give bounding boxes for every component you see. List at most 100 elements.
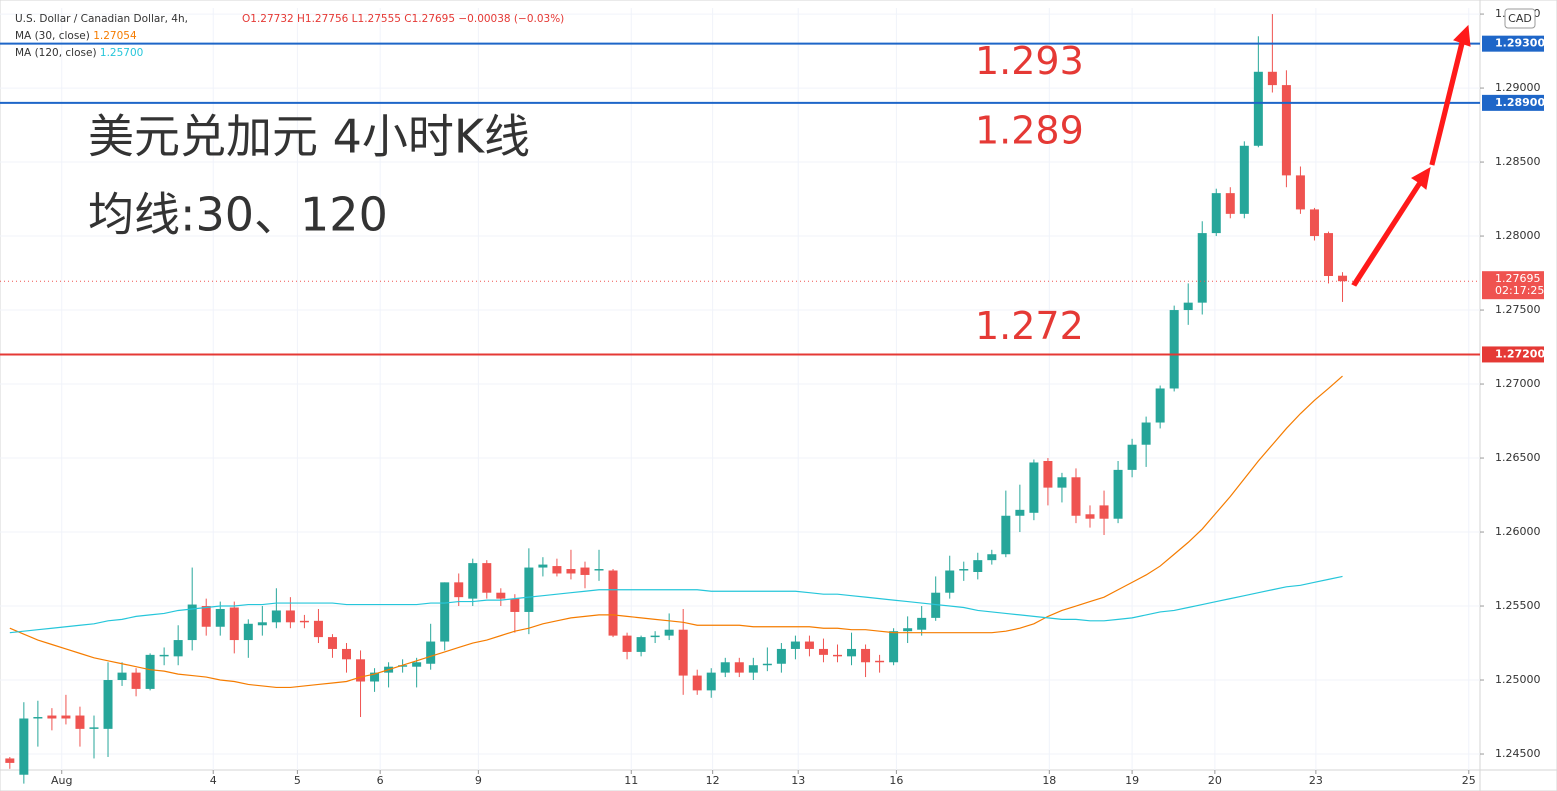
countdown: 02:17:25: [1495, 284, 1544, 297]
candle-body: [1015, 509, 1025, 516]
candle-body: [313, 620, 323, 638]
candle-body: [903, 628, 913, 632]
currency-box[interactable]: [1504, 8, 1536, 29]
candle-body: [1309, 209, 1319, 237]
x-tick-label: 12: [706, 774, 720, 787]
candle-body: [243, 623, 253, 641]
candle-body: [734, 662, 744, 673]
candle-body: [1183, 302, 1193, 311]
price-label-box: [1482, 94, 1544, 111]
y-tick-label: 1.27000: [1495, 377, 1541, 390]
candle-body: [33, 717, 43, 719]
x-tick-label: 19: [1125, 774, 1139, 787]
chart-subtitle: 均线:30、120: [88, 188, 388, 242]
candle-body: [566, 569, 576, 574]
candle-body: [861, 648, 871, 663]
x-tick-label: 5: [294, 774, 301, 787]
y-tick-label: 1.24500: [1495, 747, 1541, 760]
candle-body: [1211, 193, 1221, 234]
candle-body: [608, 570, 618, 636]
candle-body: [1253, 71, 1263, 146]
x-tick-label: 11: [624, 774, 638, 787]
candle-body: [875, 660, 885, 663]
x-tick-label: 25: [1462, 774, 1476, 787]
y-tick-label: 1.25500: [1495, 599, 1541, 612]
candle-body: [818, 648, 828, 655]
candle-body: [1338, 275, 1348, 282]
ma-legend: MA (30, close) 1.27054: [15, 30, 137, 42]
candle-body: [650, 635, 660, 638]
candle-body: [776, 648, 786, 664]
candle-body: [131, 672, 141, 689]
candle-body: [510, 598, 520, 612]
candle-body: [412, 662, 422, 667]
y-tick-label: 1.27500: [1495, 303, 1541, 316]
candle-body: [257, 622, 267, 626]
candle-body: [1141, 422, 1151, 445]
candle-body: [1127, 444, 1137, 470]
x-tick-label: 16: [889, 774, 903, 787]
arrow: [1351, 167, 1431, 287]
candle-body: [1029, 462, 1039, 513]
y-tick-label: 1.28000: [1495, 229, 1541, 242]
ohlc: O1.27732 H1.27756 L1.27555 C1.27695 −0.0…: [242, 13, 565, 25]
candle-body: [594, 569, 604, 571]
candle-body: [103, 680, 113, 729]
candle-body: [271, 610, 281, 623]
last-price-label: 1.27695: [1495, 272, 1541, 285]
candle-body: [370, 672, 380, 682]
x-tick-label: 13: [791, 774, 805, 787]
legend-value: 1.25700: [99, 47, 144, 59]
y-tick-label: 1.26500: [1495, 451, 1541, 464]
candle-body: [327, 637, 337, 649]
candle-body: [678, 629, 688, 676]
x-tick-label: 4: [210, 774, 217, 787]
legend-name: MA (120, close): [15, 47, 97, 59]
candle-body: [482, 563, 492, 593]
level-annotation: 1.293: [975, 39, 1084, 83]
x-tick-label: 23: [1309, 774, 1323, 787]
candle-body: [342, 648, 352, 660]
legend-name: MA (30, close): [15, 30, 90, 42]
x-tick-label: 6: [377, 774, 384, 787]
candle-body: [987, 554, 997, 561]
candle-body: [1113, 469, 1123, 519]
candle-body: [973, 560, 983, 572]
candle-body: [215, 608, 225, 627]
candle-body: [145, 654, 155, 689]
candle-body: [832, 654, 842, 657]
candle-body: [945, 570, 955, 593]
last-price-box: [1482, 271, 1544, 300]
candle-body: [356, 659, 366, 682]
candle-body: [931, 592, 941, 618]
candle-body: [847, 648, 857, 657]
candle-body: [1043, 460, 1053, 488]
price-label: 1.27200: [1495, 347, 1545, 360]
candle-body: [538, 564, 548, 568]
candle-body: [720, 662, 730, 673]
candle-body: [1155, 388, 1165, 423]
candle-body: [299, 620, 309, 623]
currency[interactable]: CAD: [1508, 12, 1532, 25]
candle-body: [1197, 233, 1207, 303]
candle-body: [496, 592, 506, 599]
ma-line: [9, 575, 1343, 634]
candle-body: [889, 631, 899, 663]
price-label-box: [1482, 346, 1544, 363]
candle-body: [19, 718, 29, 775]
candle-body: [229, 607, 239, 641]
candle-body: [201, 606, 211, 627]
candle-body: [804, 641, 814, 649]
candle-body: [959, 569, 969, 571]
x-tick-label: Aug: [51, 774, 72, 787]
candle-body: [159, 654, 169, 657]
candle-body: [748, 665, 758, 673]
candle-body: [426, 641, 436, 664]
overlay: 1.24500 1.25000 1.25500 1.26000 1.26500 1.270…: [0, 7, 1545, 787]
candle-body: [1169, 310, 1179, 389]
candle-body: [1295, 175, 1305, 210]
candle-body: [622, 635, 632, 652]
candle-body: [454, 582, 464, 598]
